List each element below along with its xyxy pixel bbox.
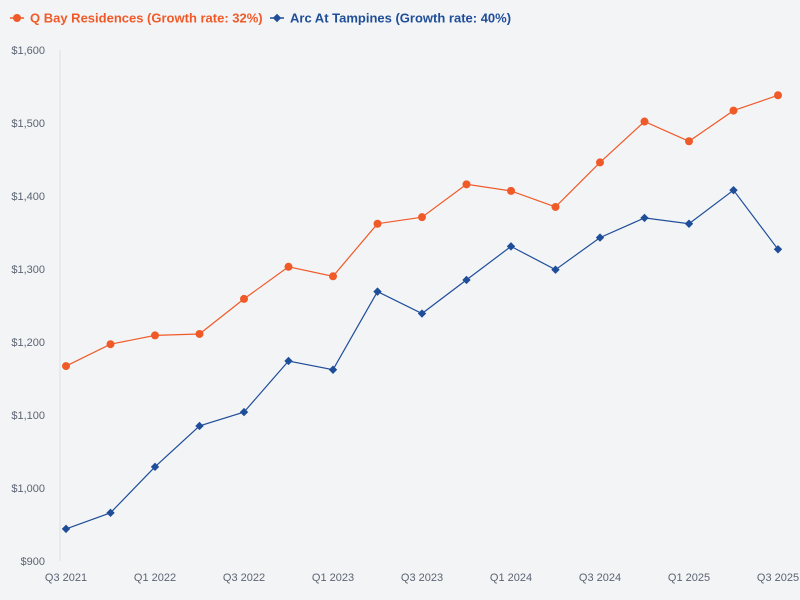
data-point[interactable] xyxy=(151,331,159,340)
data-point[interactable] xyxy=(551,202,560,211)
legend: Q Bay Residences (Growth rate: 32%) Arc A… xyxy=(10,11,511,26)
x-tick-label: Q1 2022 xyxy=(134,572,176,584)
x-axis-ticks: Q3 2021 Q1 2022 Q3 2022 Q1 2023 Q3 2023 Q1 20… xyxy=(45,572,799,584)
data-point[interactable] xyxy=(328,365,338,374)
legend-marker-diamond-icon xyxy=(272,13,282,23)
data-point[interactable] xyxy=(551,265,560,274)
x-tick-label: Q3 2021 xyxy=(45,572,87,584)
y-tick-label: $1,200 xyxy=(11,337,45,349)
data-point[interactable] xyxy=(284,262,293,271)
y-tick-label: $1,600 xyxy=(11,45,45,57)
y-axis-ticks: $900 $1,000 $1,100 $1,200 $1,300 $1,400 $1,500… xyxy=(11,45,45,568)
legend-item[interactable]: Arc At Tampines (Growth rate: 40%) xyxy=(270,11,511,26)
data-point[interactable] xyxy=(195,421,204,431)
x-tick-label: Q1 2024 xyxy=(490,572,532,584)
legend-label: Q Bay Residences (Growth rate: 32%) xyxy=(30,11,263,26)
data-point[interactable] xyxy=(773,245,783,254)
data-point[interactable] xyxy=(774,91,782,100)
data-point[interactable] xyxy=(329,272,337,281)
legend-label: Arc At Tampines (Growth rate: 40%) xyxy=(290,11,511,26)
series-line xyxy=(65,94,779,367)
data-point[interactable] xyxy=(418,213,426,222)
data-point[interactable] xyxy=(462,180,471,189)
x-tick-label: Q3 2024 xyxy=(579,572,621,584)
x-tick-label: Q1 2025 xyxy=(668,572,710,584)
y-tick-label: $1,500 xyxy=(11,118,45,130)
y-tick-label: $1,000 xyxy=(11,483,45,495)
data-point[interactable] xyxy=(640,117,649,126)
x-tick-label: Q3 2022 xyxy=(223,572,265,584)
data-point[interactable] xyxy=(61,524,71,534)
x-tick-label: Q1 2023 xyxy=(312,572,354,584)
data-point[interactable] xyxy=(595,233,605,242)
data-point[interactable] xyxy=(729,106,738,115)
y-tick-label: $1,300 xyxy=(11,264,45,276)
legend-marker-circle-icon xyxy=(13,14,21,22)
data-point[interactable] xyxy=(684,219,694,228)
data-point[interactable] xyxy=(507,186,515,195)
data-point[interactable] xyxy=(373,219,382,228)
x-tick-label: Q3 2023 xyxy=(401,572,443,584)
x-tick-label: Q3 2025 xyxy=(757,572,799,584)
data-point[interactable] xyxy=(729,185,738,195)
series-line xyxy=(65,189,779,530)
data-point[interactable] xyxy=(596,158,604,167)
data-point[interactable] xyxy=(462,275,471,285)
data-point[interactable] xyxy=(106,340,115,349)
y-tick-label: $900 xyxy=(21,556,45,568)
data-point[interactable] xyxy=(106,508,115,518)
data-point[interactable] xyxy=(239,407,249,417)
data-point[interactable] xyxy=(373,287,382,296)
data-point[interactable] xyxy=(240,294,248,303)
data-point[interactable] xyxy=(195,329,204,338)
data-point[interactable] xyxy=(417,309,427,318)
data-point[interactable] xyxy=(506,242,516,251)
y-tick-label: $1,100 xyxy=(11,410,45,422)
legend-item[interactable]: Q Bay Residences (Growth rate: 32%) xyxy=(10,11,263,26)
series-1 xyxy=(62,91,782,371)
data-point[interactable] xyxy=(640,213,649,223)
data-point[interactable] xyxy=(62,362,70,371)
data-point[interactable] xyxy=(685,137,693,146)
data-point[interactable] xyxy=(150,462,160,472)
series-2 xyxy=(61,185,783,534)
y-tick-label: $1,400 xyxy=(11,191,45,203)
series-group xyxy=(61,91,783,534)
data-point[interactable] xyxy=(284,356,293,366)
